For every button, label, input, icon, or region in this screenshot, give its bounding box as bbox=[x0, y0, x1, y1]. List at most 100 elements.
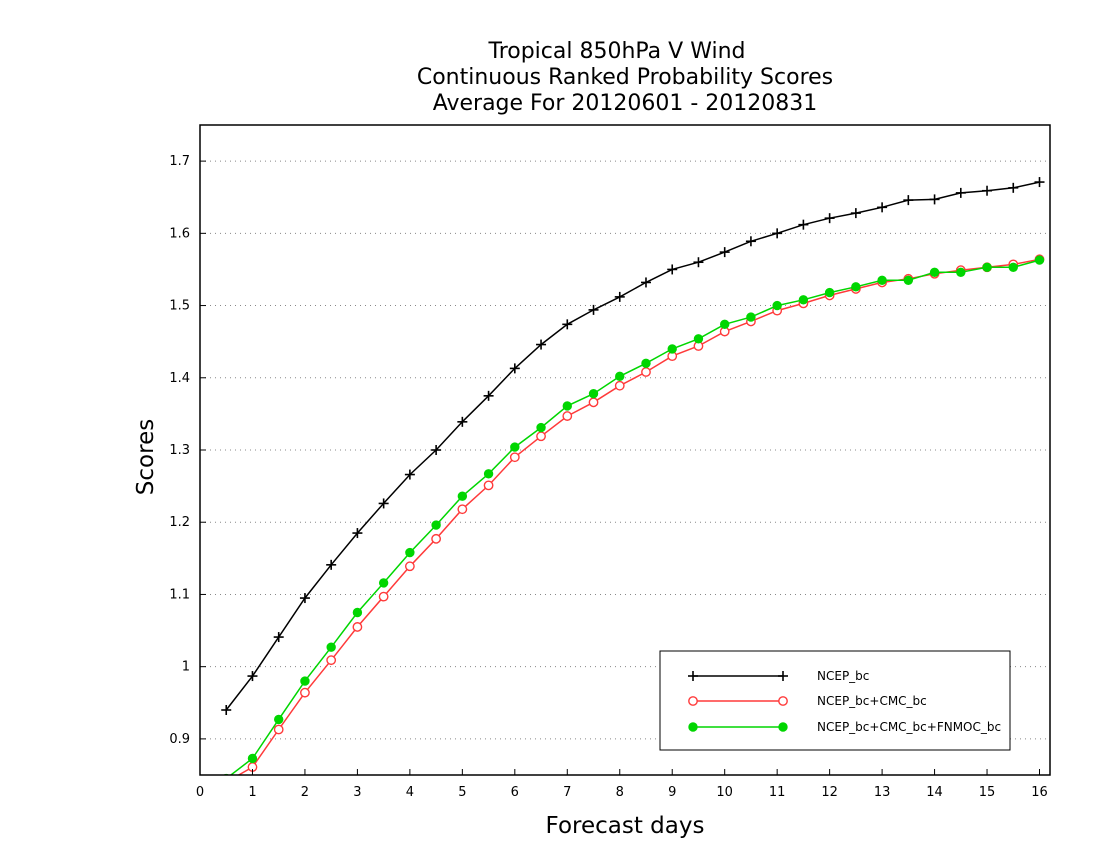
y-tick-label: 1.5 bbox=[169, 299, 190, 314]
data-point bbox=[300, 676, 310, 686]
data-point bbox=[982, 262, 992, 272]
data-point bbox=[536, 422, 546, 433]
data-point bbox=[824, 213, 835, 224]
data-point bbox=[326, 559, 337, 570]
y-tick-label: 1.1 bbox=[169, 587, 190, 602]
data-point bbox=[693, 334, 704, 344]
data-point bbox=[483, 469, 494, 479]
data-point bbox=[352, 528, 363, 539]
legend-label: NCEP_bc+CMC_bc+FNMOC_bc bbox=[817, 720, 1001, 734]
data-point bbox=[431, 445, 442, 455]
series-layer bbox=[221, 177, 1045, 786]
x-tick-label: 6 bbox=[511, 785, 519, 800]
data-point bbox=[693, 257, 704, 268]
data-point bbox=[378, 591, 389, 602]
data-point bbox=[273, 724, 284, 735]
data-point bbox=[824, 287, 835, 298]
legend-item: NCEP_bc bbox=[688, 669, 869, 683]
legend-item: NCEP_bc+CMC_bc+FNMOC_bc bbox=[688, 720, 1001, 734]
data-point bbox=[614, 380, 625, 391]
data-point bbox=[640, 277, 651, 288]
data-point bbox=[1008, 262, 1018, 272]
data-point bbox=[1034, 177, 1045, 188]
data-point bbox=[614, 291, 625, 302]
data-point bbox=[982, 185, 993, 196]
data-point bbox=[457, 504, 468, 515]
data-point bbox=[221, 705, 232, 715]
data-point bbox=[641, 367, 651, 377]
legend-label: NCEP_bc+CMC_bc bbox=[817, 694, 927, 708]
data-point bbox=[746, 312, 756, 322]
x-tick-label: 9 bbox=[668, 785, 676, 800]
x-tick-label: 8 bbox=[616, 785, 624, 800]
data-point bbox=[404, 561, 415, 572]
data-point bbox=[404, 469, 415, 480]
data-point bbox=[247, 671, 258, 682]
chart-title-line-2: Continuous Ranked Probability Scores bbox=[417, 65, 833, 90]
data-point bbox=[222, 778, 230, 786]
data-point bbox=[641, 358, 651, 369]
data-point bbox=[903, 275, 914, 285]
y-tick-label: 1.3 bbox=[169, 443, 190, 458]
legend-marker-left bbox=[688, 696, 698, 706]
legend-marker-right bbox=[778, 722, 788, 732]
x-tick-label: 13 bbox=[874, 785, 891, 800]
data-point bbox=[798, 219, 809, 230]
x-tick-label: 1 bbox=[248, 785, 256, 800]
grid bbox=[200, 160, 1050, 740]
data-point bbox=[667, 344, 677, 354]
data-point bbox=[588, 397, 599, 408]
data-point bbox=[1008, 182, 1019, 193]
y-tick-label: 1 bbox=[182, 660, 190, 675]
data-point bbox=[457, 491, 468, 501]
data-point bbox=[851, 282, 861, 292]
data-point bbox=[352, 607, 363, 618]
y-axis: 0.9 1 1.1 1.2 1.3 1.4 1.5 1.6 1.7 bbox=[169, 154, 206, 747]
y-tick-label: 0.9 bbox=[169, 732, 190, 747]
x-tick-label: 11 bbox=[769, 785, 786, 800]
data-point bbox=[299, 593, 310, 604]
data-point bbox=[588, 304, 599, 315]
data-point bbox=[378, 578, 389, 588]
data-point bbox=[247, 753, 258, 764]
data-point bbox=[274, 714, 284, 725]
data-point bbox=[798, 295, 809, 305]
data-point bbox=[588, 388, 599, 399]
x-tick-label: 15 bbox=[979, 785, 996, 800]
data-point bbox=[509, 363, 520, 374]
x-tick-label: 4 bbox=[406, 785, 414, 800]
legend-item: NCEP_bc+CMC_bc bbox=[688, 694, 927, 708]
x-tick-label: 12 bbox=[821, 785, 838, 800]
data-point bbox=[903, 195, 914, 206]
x-tick-label: 2 bbox=[301, 785, 309, 800]
data-point bbox=[745, 236, 756, 247]
data-point bbox=[772, 228, 783, 239]
data-point bbox=[667, 264, 678, 275]
legend-marker-right bbox=[778, 671, 788, 681]
data-point bbox=[772, 300, 782, 311]
data-point bbox=[536, 431, 546, 442]
x-tick-label: 14 bbox=[926, 785, 943, 800]
y-axis-label: Scores bbox=[133, 419, 159, 495]
series-NCEP_bc bbox=[221, 177, 1045, 715]
data-point bbox=[719, 247, 730, 258]
data-point bbox=[326, 642, 336, 652]
x-tick-label: 7 bbox=[563, 785, 571, 800]
legend-marker-right bbox=[778, 696, 788, 706]
chart-title-line-1: Tropical 850hPa V Wind bbox=[487, 39, 745, 64]
x-tick-label: 0 bbox=[196, 785, 204, 800]
legend-marker-left bbox=[688, 722, 698, 732]
y-tick-label: 1.2 bbox=[169, 515, 190, 530]
data-point bbox=[1034, 255, 1045, 265]
data-point bbox=[615, 371, 625, 382]
legend-marker-left bbox=[688, 671, 698, 681]
data-point bbox=[483, 480, 494, 491]
legend-label: NCEP_bc bbox=[817, 669, 869, 683]
data-point bbox=[929, 194, 940, 205]
data-point bbox=[273, 632, 284, 643]
x-tick-label: 16 bbox=[1031, 785, 1048, 800]
data-point bbox=[719, 319, 730, 330]
y-tick-label: 1.7 bbox=[169, 154, 190, 169]
x-tick-label: 10 bbox=[716, 785, 733, 800]
